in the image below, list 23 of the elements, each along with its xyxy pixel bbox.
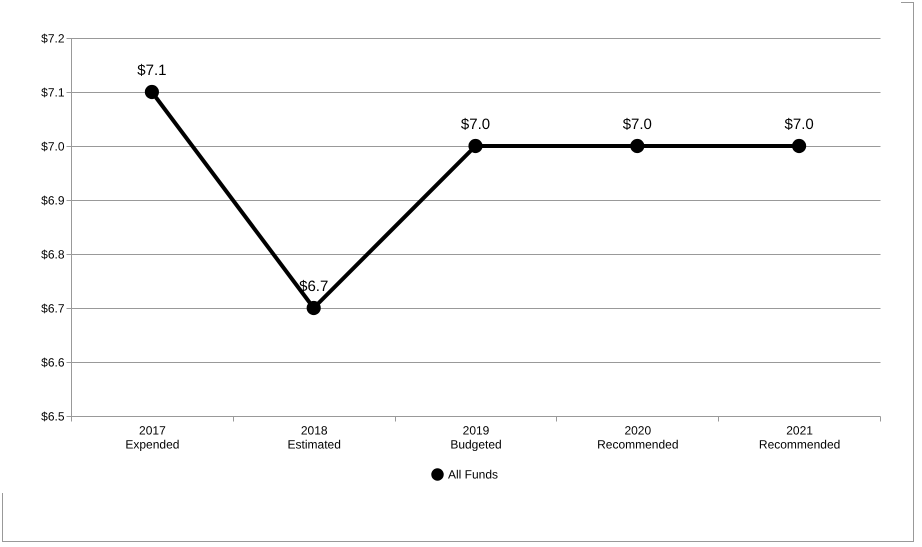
x-tick-label: 2019 Budgeted bbox=[450, 424, 502, 452]
y-tick-label: $6.6 bbox=[41, 356, 65, 370]
y-tick-label: $6.8 bbox=[41, 248, 65, 262]
x-tick-label: 2021 Recommended bbox=[758, 424, 840, 452]
data-label: $7.1 bbox=[137, 62, 166, 79]
x-tick-label: 2018 Estimated bbox=[288, 424, 341, 452]
y-tick-label: $7.2 bbox=[41, 32, 65, 46]
y-tick-label: $6.9 bbox=[41, 194, 65, 208]
y-tick-label: $7.0 bbox=[41, 140, 65, 154]
data-label: $7.0 bbox=[784, 116, 814, 133]
x-tick-label: 2017 Expended bbox=[125, 424, 180, 452]
y-tick-label: $7.1 bbox=[41, 86, 65, 100]
point bbox=[306, 300, 321, 316]
point bbox=[792, 138, 806, 154]
point bbox=[630, 138, 644, 154]
data-label: $7.0 bbox=[622, 116, 652, 133]
legend-label: All Funds bbox=[448, 468, 498, 482]
x-tick-label: 2020 Recommended bbox=[597, 424, 678, 452]
data-label: $7.0 bbox=[460, 116, 490, 133]
y-tick-label: $6.7 bbox=[41, 302, 65, 316]
point bbox=[468, 138, 483, 154]
point bbox=[144, 84, 159, 100]
y-tick-label: $6.5 bbox=[41, 410, 65, 424]
